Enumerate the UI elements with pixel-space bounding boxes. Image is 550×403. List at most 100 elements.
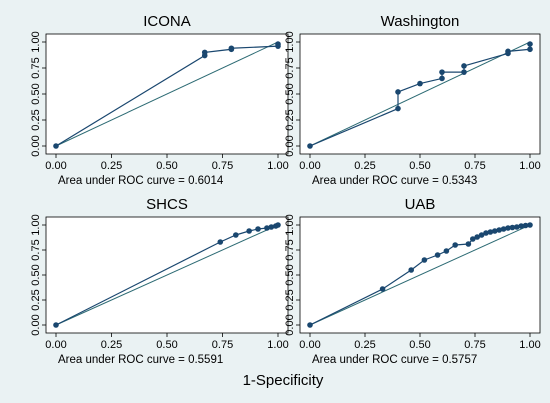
auc-annotation: Area under ROC curve = 0.5757	[312, 354, 477, 366]
roc-point	[408, 267, 415, 273]
y-tick-label: 1.00	[30, 214, 42, 235]
panel-title: SHCS	[146, 196, 188, 213]
x-tick-label: 0.50	[409, 339, 430, 351]
x-axis-title: 1-Specificity	[243, 372, 324, 389]
roc-point	[395, 105, 401, 112]
y-tick-label: 0.25	[284, 289, 296, 310]
y-tick-label: 0.75	[30, 239, 42, 260]
y-tick-label: 0.00	[30, 314, 42, 335]
y-tick-label: 1.00	[284, 31, 296, 52]
roc-point	[505, 225, 511, 231]
y-tick-label: 0.50	[30, 264, 42, 285]
roc-point	[439, 69, 445, 75]
roc-point	[483, 230, 489, 236]
roc-point	[443, 248, 450, 254]
y-tick-label: 0.50	[284, 264, 296, 285]
reference-line	[309, 41, 531, 147]
roc-point	[478, 232, 485, 238]
y-tick-label: 0.00	[284, 135, 296, 156]
x-tick-label: 0.75	[464, 339, 485, 351]
roc-point	[228, 45, 235, 52]
roc-point	[496, 227, 503, 233]
roc-panel-shcs: SHCS 0.00 0.25 0.50 0.75 1.00 0.00 0.25 0.50 0.75…	[30, 196, 289, 366]
roc-point	[509, 224, 516, 231]
roc-point	[246, 228, 252, 234]
roc-point	[474, 234, 481, 240]
y-tick-label: 0.50	[284, 83, 296, 104]
roc-point	[395, 89, 401, 95]
x-tick-label: 1.00	[519, 160, 540, 172]
auc-annotation: Area under ROC curve = 0.5591	[58, 354, 223, 366]
x-tick-label: 0.00	[299, 160, 320, 172]
x-tick-label: 0.25	[101, 339, 122, 351]
roc-point	[201, 49, 208, 56]
roc-point	[307, 143, 313, 149]
x-tick-label: 0.25	[354, 339, 375, 351]
roc-point	[379, 286, 386, 292]
x-tick-label: 1.00	[519, 339, 540, 351]
roc-panel-icona: ICONA 0.00 0.25 0.50 0.75 1.00 0.00 0.25 0.50 0.7…	[30, 13, 289, 187]
panel-title: ICONA	[143, 13, 191, 30]
reference-line	[309, 224, 531, 326]
roc-point	[275, 222, 281, 228]
roc-point	[53, 143, 59, 149]
x-tick-label: 1.00	[267, 339, 288, 351]
y-tick-label: 1.00	[30, 31, 42, 52]
roc-point	[514, 224, 520, 230]
x-tick-label: 0.00	[45, 339, 66, 351]
roc-point	[307, 322, 313, 328]
x-tick-label: 1.00	[267, 160, 288, 172]
roc-point	[53, 322, 59, 328]
x-tick-label: 0.50	[409, 160, 430, 172]
roc-point	[217, 239, 224, 245]
roc-point	[527, 46, 533, 53]
x-tick-label: 0.25	[101, 160, 122, 172]
y-tick-label: 0.25	[284, 109, 296, 130]
x-tick-label: 0.75	[464, 160, 485, 172]
x-tick-label: 0.75	[212, 339, 233, 351]
y-tick-label: 0.00	[284, 314, 296, 335]
y-tick-label: 0.50	[30, 83, 42, 104]
roc-point	[434, 252, 441, 258]
panel-title: Washington	[381, 13, 460, 30]
roc-point	[505, 48, 511, 55]
roc-point	[439, 75, 445, 82]
roc-point	[461, 69, 467, 75]
x-tick-label: 0.50	[156, 160, 177, 172]
roc-point	[527, 222, 533, 228]
roc-point	[421, 257, 428, 263]
x-tick-label: 0.00	[45, 160, 66, 172]
y-tick-label: 0.75	[284, 57, 296, 78]
auc-annotation: Area under ROC curve = 0.5343	[312, 175, 477, 187]
x-tick-label: 0.00	[299, 339, 320, 351]
roc-point	[275, 41, 281, 47]
roc-point	[452, 242, 459, 248]
roc-point	[417, 80, 423, 87]
roc-point	[500, 226, 507, 232]
y-tick-label: 1.00	[284, 214, 296, 235]
reference-line	[55, 224, 279, 326]
reference-line	[55, 41, 279, 147]
x-tick-label: 0.50	[156, 339, 177, 351]
roc-panel-washington: Washington 0.00 0.25 0.50 0.75 1.00 0.00 0.25 0.…	[284, 13, 541, 187]
y-tick-label: 0.00	[30, 135, 42, 156]
y-tick-label: 0.75	[284, 239, 296, 260]
x-tick-label: 0.75	[212, 160, 233, 172]
roc-point	[527, 41, 533, 47]
panel-title: UAB	[405, 196, 436, 213]
roc-point	[518, 223, 524, 229]
roc-point	[470, 236, 476, 242]
roc-point	[461, 63, 467, 69]
roc-point	[264, 225, 270, 231]
roc-point	[233, 232, 239, 238]
x-tick-label: 0.25	[354, 160, 375, 172]
roc-point	[492, 228, 498, 234]
auc-annotation: Area under ROC curve = 0.6014	[58, 175, 224, 187]
roc-panel-uab: UAB 0.00 0.25 0.50 0.75 1.00 0.00 0.25 0.50 0.75 1…	[284, 196, 541, 366]
y-tick-label: 0.25	[30, 109, 42, 130]
roc-point	[465, 241, 472, 247]
y-tick-label: 0.25	[30, 289, 42, 310]
roc-point	[255, 226, 261, 232]
y-tick-label: 0.75	[30, 57, 42, 78]
